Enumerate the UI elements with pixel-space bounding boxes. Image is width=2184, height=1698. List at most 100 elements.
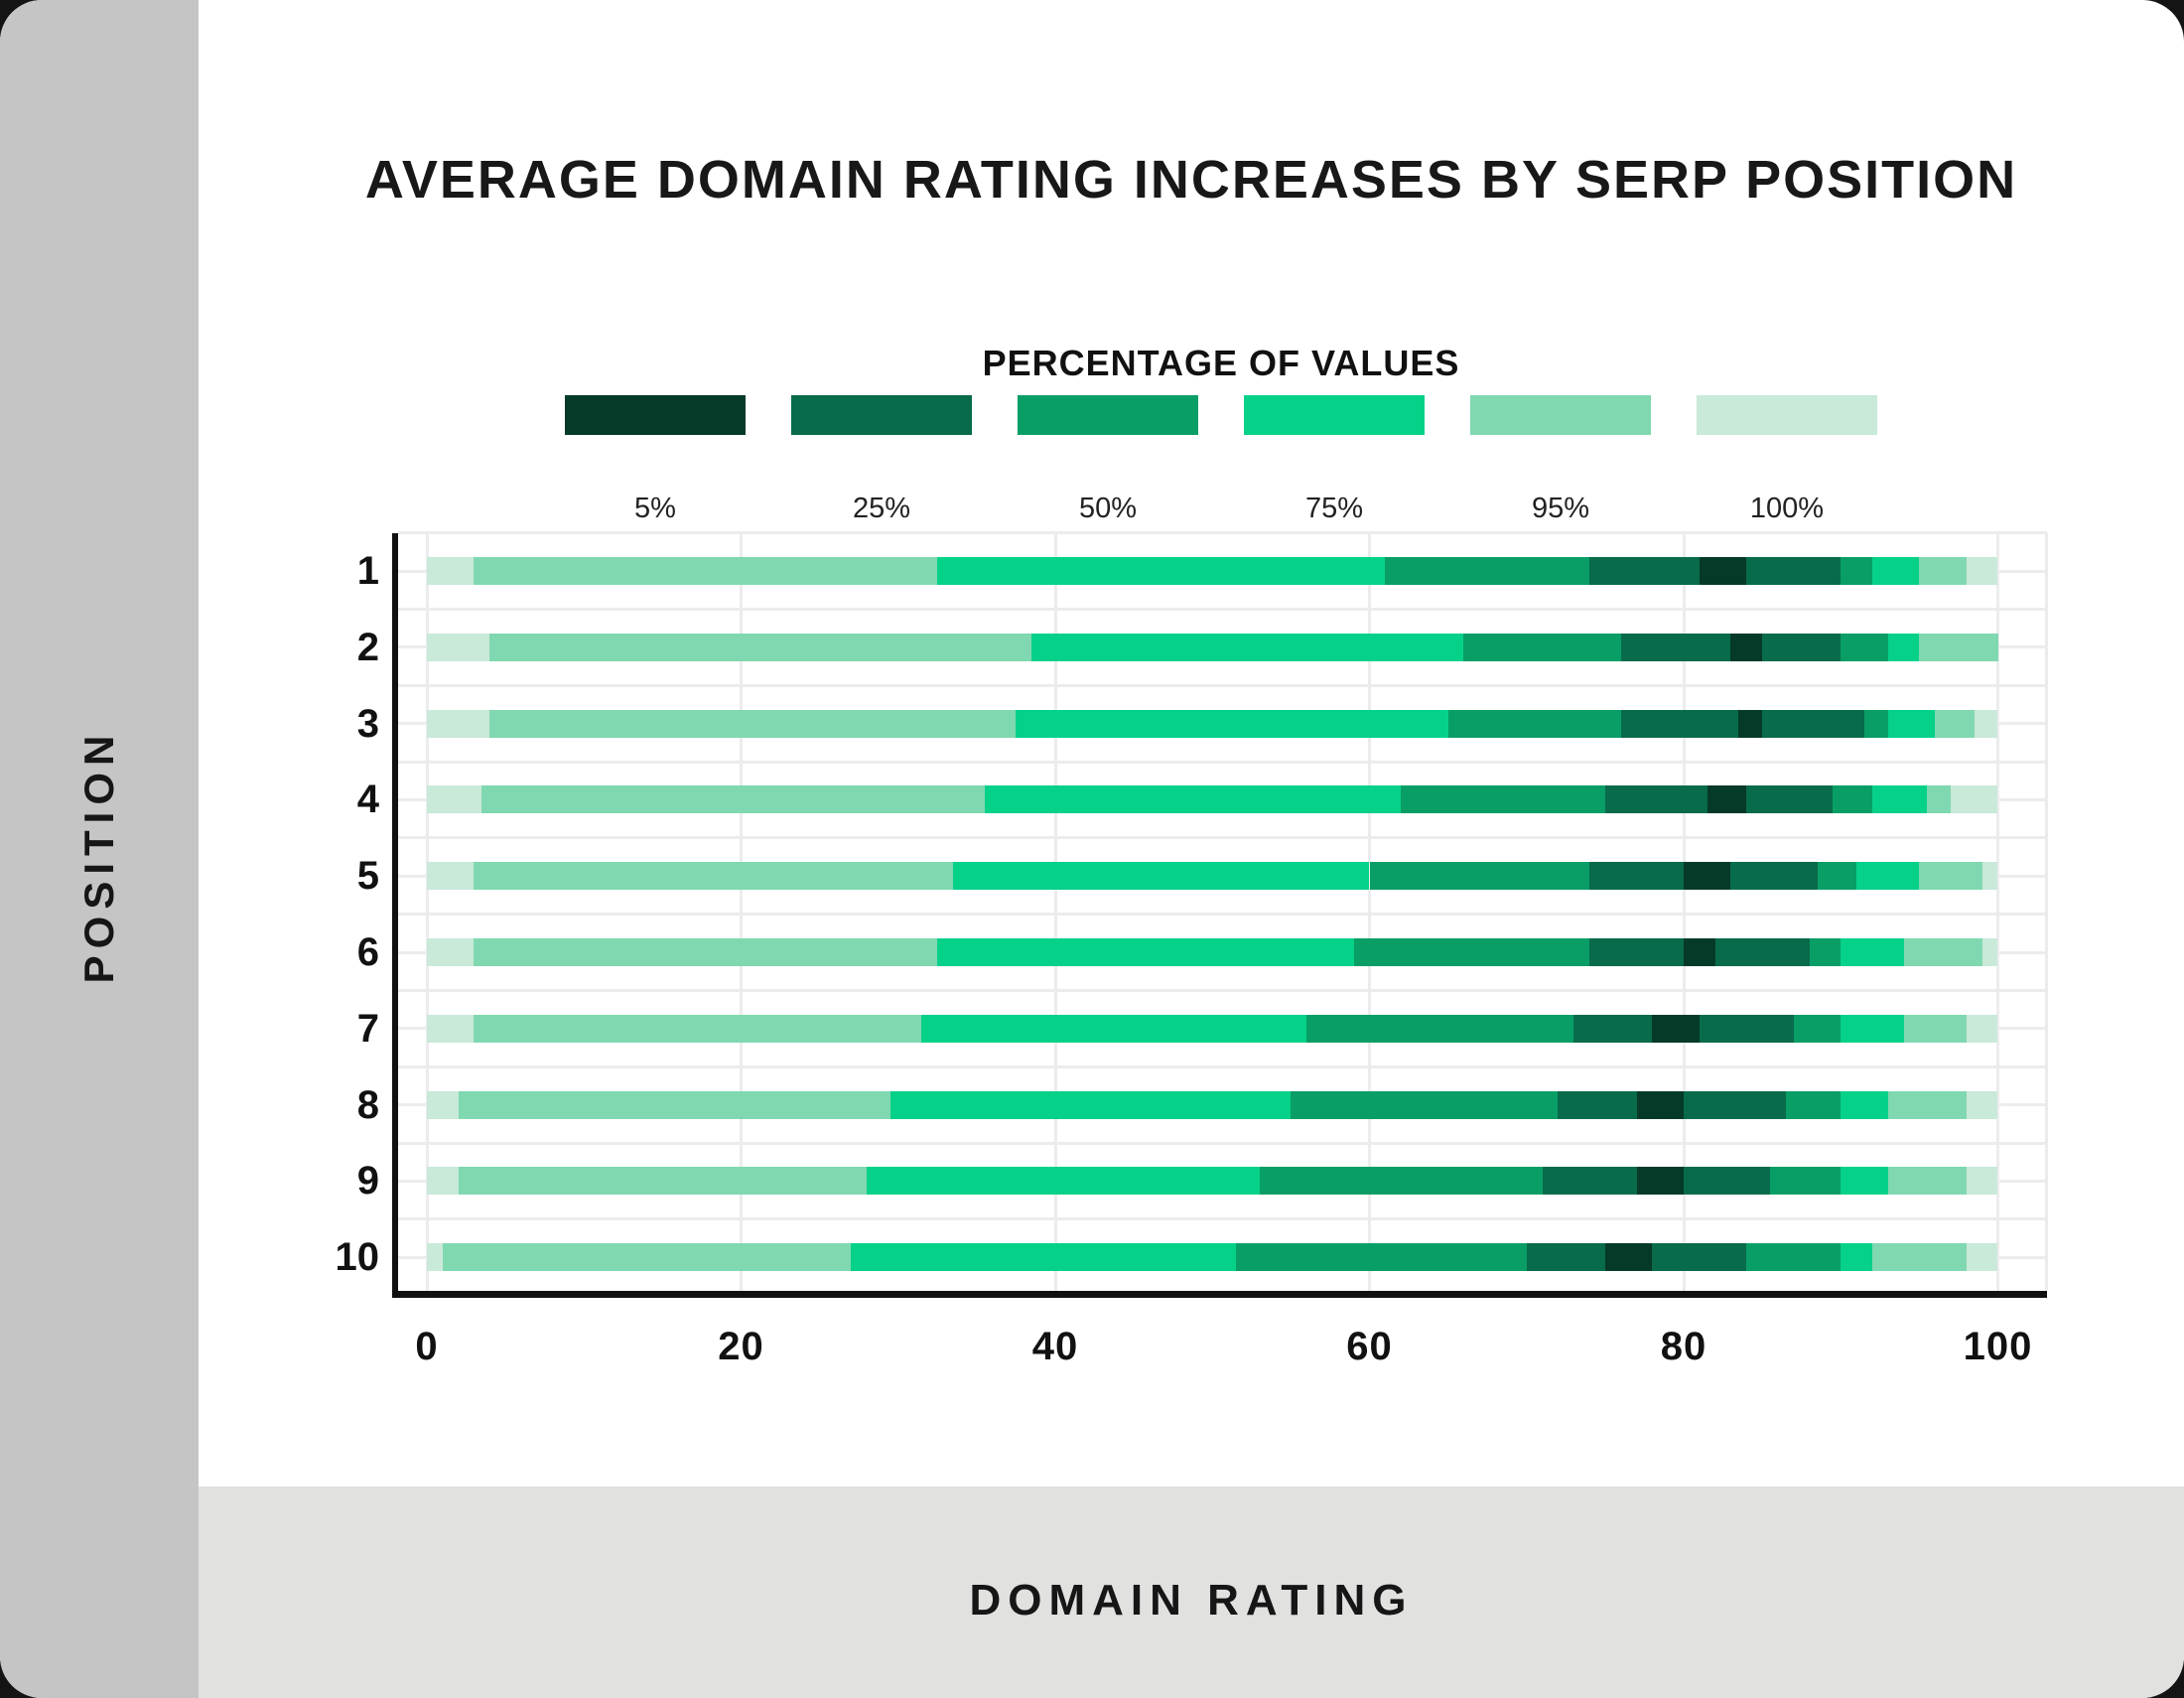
bar-1-segment-100% bbox=[427, 557, 475, 585]
bar-2-segment-95% bbox=[489, 633, 1032, 661]
bar-3-segment-75% bbox=[1887, 709, 1936, 738]
bar-2-segment-50% bbox=[1463, 633, 1621, 661]
bar-3-segment-95% bbox=[1935, 709, 1975, 738]
bar-position-2 bbox=[427, 633, 1998, 661]
bar-5-segment-100% bbox=[1981, 862, 1998, 891]
gridline-row-boundary bbox=[398, 1141, 2047, 1145]
y-tick-label-4: 4 bbox=[356, 778, 379, 822]
bar-8-segment-5% bbox=[1636, 1090, 1684, 1119]
bar-10-segment-50% bbox=[1746, 1243, 1842, 1272]
bar-position-1 bbox=[427, 557, 1998, 585]
bar-10-segment-5% bbox=[1604, 1243, 1653, 1272]
bar-3-segment-50% bbox=[1447, 709, 1621, 738]
legend-label-95%: 95% bbox=[1531, 493, 1590, 524]
bar-4-segment-95% bbox=[1927, 785, 1952, 814]
bar-6-segment-95% bbox=[1903, 938, 1982, 966]
gridline-row-boundary bbox=[398, 913, 2047, 917]
bar-10-segment-95% bbox=[1871, 1243, 1967, 1272]
bar-5-segment-25% bbox=[1589, 862, 1684, 891]
bar-9-segment-50% bbox=[1770, 1167, 1842, 1196]
bar-8-segment-100% bbox=[1966, 1090, 1998, 1119]
bar-7-segment-100% bbox=[427, 1014, 475, 1043]
bar-1-segment-5% bbox=[1699, 557, 1747, 585]
bar-2-segment-25% bbox=[1762, 633, 1842, 661]
bar-3-segment-50% bbox=[1863, 709, 1888, 738]
bar-5-segment-75% bbox=[953, 862, 1370, 891]
bar-8-segment-75% bbox=[889, 1090, 1292, 1119]
bar-10-segment-25% bbox=[1652, 1243, 1747, 1272]
y-tick-label-5: 5 bbox=[356, 854, 379, 899]
legend-swatch-100% bbox=[1697, 395, 1877, 435]
bar-9-segment-25% bbox=[1542, 1167, 1637, 1196]
x-tick-label-60: 60 bbox=[1346, 1325, 1393, 1368]
bar-4-segment-25% bbox=[1746, 785, 1834, 814]
gridline-row-center bbox=[398, 1027, 2047, 1031]
bar-9-segment-95% bbox=[1887, 1167, 1967, 1196]
legend: PERCENTAGE OF VALUES 5% 25% 50% 75% 95% 100% bbox=[565, 343, 1877, 524]
bar-9-segment-100% bbox=[1966, 1167, 1998, 1196]
legend-swatch-75% bbox=[1244, 395, 1425, 435]
bar-1-segment-75% bbox=[937, 557, 1386, 585]
bar-1-segment-75% bbox=[1871, 557, 1920, 585]
bar-position-4 bbox=[427, 785, 1998, 814]
bar-7-segment-25% bbox=[1573, 1014, 1653, 1043]
bar-6-segment-50% bbox=[1353, 938, 1590, 966]
legend-title: PERCENTAGE OF VALUES bbox=[982, 343, 1460, 383]
bar-4-segment-75% bbox=[1871, 785, 1928, 814]
gridline-row-center bbox=[398, 950, 2047, 954]
bar-1-segment-25% bbox=[1589, 557, 1700, 585]
bar-2-segment-50% bbox=[1841, 633, 1888, 661]
bottom-band: DOMAIN RATING bbox=[199, 1486, 2184, 1698]
bar-7-segment-50% bbox=[1306, 1014, 1574, 1043]
bar-position-10 bbox=[427, 1243, 1998, 1272]
bar-2-segment-95% bbox=[1919, 633, 1998, 661]
bar-5-segment-95% bbox=[474, 862, 954, 891]
bar-position-3 bbox=[427, 709, 1998, 738]
gridline-row-center bbox=[398, 645, 2047, 649]
bar-4-segment-100% bbox=[1951, 785, 1998, 814]
gridline-row-boundary bbox=[398, 988, 2047, 992]
legend-label-50%: 50% bbox=[1078, 493, 1138, 524]
gridline-x-40 bbox=[1053, 533, 1057, 1291]
bar-4-segment-95% bbox=[481, 785, 985, 814]
gridline-row-boundary bbox=[398, 683, 2047, 687]
gridline-x-60 bbox=[1368, 533, 1371, 1291]
gridline-x-100 bbox=[1996, 533, 1999, 1291]
gridline-row-boundary bbox=[398, 760, 2047, 764]
bar-10-segment-25% bbox=[1526, 1243, 1605, 1272]
legend-label-75%: 75% bbox=[1304, 493, 1364, 524]
bar-5-segment-75% bbox=[1856, 862, 1920, 891]
bar-position-8 bbox=[427, 1090, 1998, 1119]
legend-label-25%: 25% bbox=[852, 493, 911, 524]
bar-4-segment-25% bbox=[1604, 785, 1707, 814]
bar-3-segment-100% bbox=[1974, 709, 1998, 738]
bar-10-segment-50% bbox=[1235, 1243, 1527, 1272]
left-sidebar-band bbox=[0, 0, 199, 1698]
bar-10-segment-75% bbox=[1841, 1243, 1872, 1272]
bar-4-segment-5% bbox=[1706, 785, 1747, 814]
gridline-x-20 bbox=[740, 533, 743, 1291]
bar-8-segment-50% bbox=[1785, 1090, 1842, 1119]
bar-2-segment-25% bbox=[1620, 633, 1731, 661]
bar-7-segment-75% bbox=[921, 1014, 1307, 1043]
plot-right-edge bbox=[2045, 533, 2048, 1291]
bar-6-segment-5% bbox=[1684, 938, 1715, 966]
legend-label-5%: 5% bbox=[634, 493, 676, 524]
gridline-row-boundary bbox=[398, 836, 2047, 840]
gridline-x-0 bbox=[425, 533, 429, 1291]
bar-1-segment-50% bbox=[1841, 557, 1872, 585]
legend-swatch-95% bbox=[1470, 395, 1651, 435]
gridline-row-center bbox=[398, 1103, 2047, 1107]
bar-1-segment-50% bbox=[1385, 557, 1590, 585]
bar-10-segment-100% bbox=[427, 1243, 443, 1272]
bar-4-segment-100% bbox=[427, 785, 482, 814]
bar-9-segment-75% bbox=[867, 1167, 1260, 1196]
bar-2-segment-75% bbox=[1031, 633, 1464, 661]
bar-1-segment-95% bbox=[474, 557, 938, 585]
bar-4-segment-50% bbox=[1833, 785, 1872, 814]
bar-1-segment-25% bbox=[1746, 557, 1842, 585]
bar-5-segment-5% bbox=[1684, 862, 1731, 891]
bar-10-segment-95% bbox=[442, 1243, 852, 1272]
bar-3-segment-25% bbox=[1762, 709, 1864, 738]
